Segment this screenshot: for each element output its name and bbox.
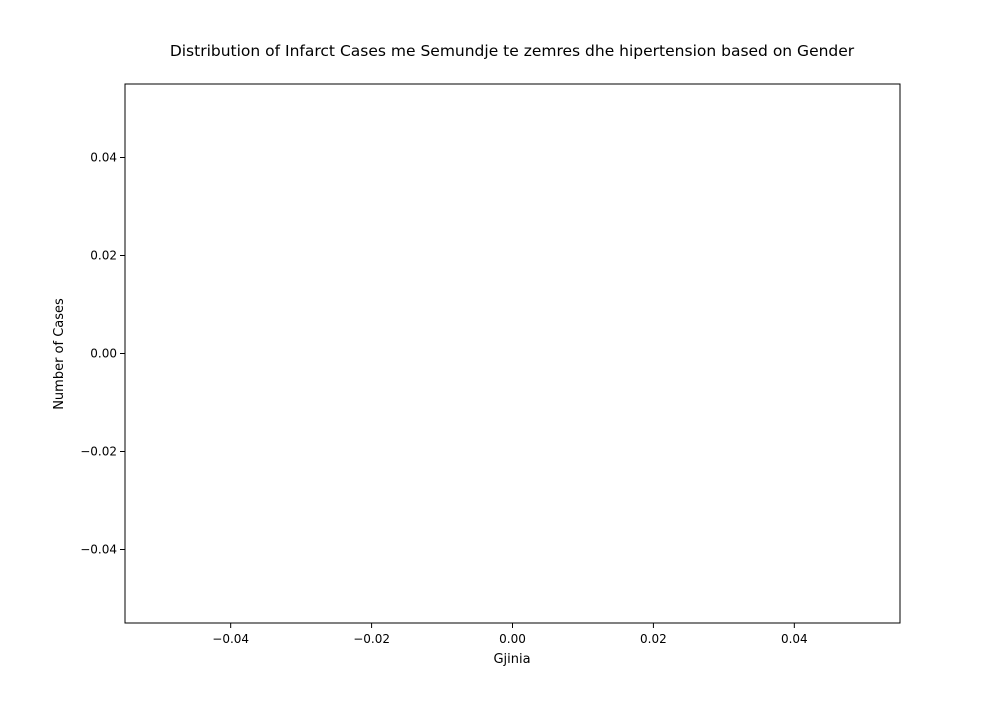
y-tick-label: 0.02 [90, 249, 117, 263]
plot-area [124, 83, 901, 624]
x-tick-label: 0.02 [640, 632, 667, 646]
y-tick-label: −0.04 [80, 543, 117, 557]
y-tick-label: −0.02 [80, 445, 117, 459]
x-tick-label: 0.04 [781, 632, 808, 646]
x-tick-label: −0.04 [212, 632, 249, 646]
x-axis-label: Gjinia [493, 652, 530, 667]
chart-title: Distribution of Infarct Cases me Semundj… [170, 42, 855, 60]
x-axis-ticks: −0.04 −0.02 0.00 0.02 0.04 [212, 623, 808, 646]
x-tick-label: 0.00 [499, 632, 526, 646]
y-tick-label: 0.00 [90, 347, 117, 361]
y-axis-ticks: 0.04 0.02 0.00 −0.02 −0.04 [80, 151, 125, 557]
x-tick-label: −0.02 [353, 632, 390, 646]
y-axis-label: Number of Cases [52, 298, 67, 410]
y-tick-label: 0.04 [90, 151, 117, 165]
